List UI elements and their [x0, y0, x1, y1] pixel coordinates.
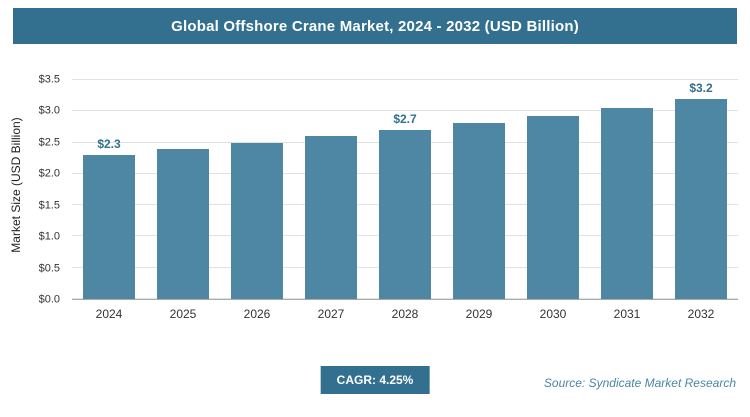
y-tick-label: $3.0 [38, 104, 60, 117]
x-tick-label: 2029 [465, 307, 493, 321]
bar-2031 [601, 107, 653, 299]
chart-title: Global Offshore Crane Market, 2024 - 203… [13, 8, 737, 44]
x-tick-label: 2030 [539, 307, 567, 321]
y-axis-ticks: $0.0 $0.5 $1.0 $1.5 $2.0 $2.5 $3.0 $3.5 [0, 74, 66, 305]
x-tick-label: 2031 [613, 307, 641, 321]
x-tick-label: 2025 [169, 307, 197, 321]
bar-column-2031: 2031 [600, 80, 654, 321]
x-tick-label: 2027 [317, 307, 345, 321]
bar-2028 [379, 130, 431, 299]
gridline [72, 110, 738, 112]
plot-area: $2.3 2024 2025 2026 2027 $2.7 2028 2029 2030 2031… [72, 79, 738, 321]
bar-value-label: $2.3 [97, 137, 121, 152]
x-tick-label: 2024 [95, 307, 123, 321]
chart-area: Market Size (USD Billion) $0.0 $0.5 $1.0 $1… [0, 74, 750, 326]
bar-2027 [305, 136, 357, 299]
bar-2030 [527, 115, 579, 299]
bars: $2.3 2024 2025 2026 2027 $2.7 2028 2029 2030 2031… [72, 80, 738, 321]
cagr-badge: CAGR: 4.25% [320, 366, 430, 394]
bar-value-label: $2.7 [393, 112, 417, 127]
bar-column-2024: $2.3 2024 [82, 80, 136, 321]
bar-column-2025: 2025 [156, 80, 210, 321]
x-tick-label: 2026 [243, 307, 271, 321]
bar-value-label: $3.2 [689, 80, 713, 95]
y-tick-label: $3.5 [38, 73, 60, 86]
y-tick-label: $2.0 [38, 167, 60, 180]
source-attribution: Source: Syndicate Market Research [543, 376, 736, 390]
bar-2026 [231, 142, 283, 299]
y-tick-label: $0.0 [38, 293, 60, 306]
bar-column-2028: $2.7 2028 [378, 80, 432, 321]
y-tick-label: $1.0 [38, 230, 60, 243]
bar-2025 [157, 148, 209, 299]
bar-2029 [453, 122, 505, 299]
y-tick-label: $0.5 [38, 262, 60, 275]
y-tick-label: $1.5 [38, 199, 60, 212]
gridline [72, 79, 738, 80]
bar-2032 [675, 98, 727, 299]
bar-column-2030: 2030 [526, 80, 580, 321]
bar-column-2032: $3.2 2032 [674, 80, 728, 321]
bar-2024 [83, 155, 135, 299]
bar-column-2026: 2026 [230, 80, 284, 321]
x-tick-label: 2032 [687, 307, 715, 321]
bar-column-2029: 2029 [452, 80, 506, 321]
y-tick-label: $2.5 [38, 136, 60, 149]
bar-column-2027: 2027 [304, 80, 358, 321]
x-tick-label: 2028 [391, 307, 419, 321]
chart-footer: CAGR: 4.25% Source: Syndicate Market Res… [0, 364, 750, 398]
